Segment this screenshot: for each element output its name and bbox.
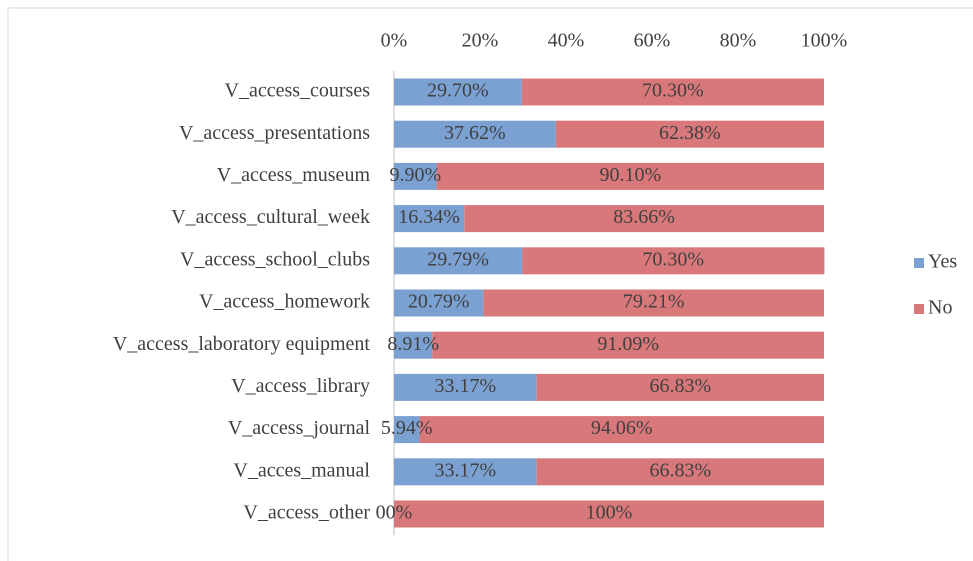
bar-segment xyxy=(432,331,824,359)
y-tick-label: V_access_other xyxy=(243,502,370,524)
bar-segment xyxy=(536,373,824,401)
data-label: 29.70% xyxy=(427,80,489,102)
legend-label: No xyxy=(928,297,952,319)
data-label: 66.83% xyxy=(649,375,711,397)
data-label: 33.17% xyxy=(434,459,496,481)
legend-swatch xyxy=(914,258,924,268)
data-label: 20.79% xyxy=(408,291,470,313)
data-label: 5.94% xyxy=(381,417,433,439)
bar-segment xyxy=(394,289,484,317)
data-label: 16.34% xyxy=(398,206,460,228)
x-tick-label: 100% xyxy=(801,30,848,52)
x-tick-label: 60% xyxy=(634,30,671,52)
data-label: 79.21% xyxy=(623,291,685,313)
x-tick-label: 80% xyxy=(720,30,757,52)
y-tick-label: V_access_cultural_week xyxy=(171,206,370,228)
bar-segment xyxy=(419,416,824,444)
data-label: 33.17% xyxy=(434,375,496,397)
y-tick-label: V_access_museum xyxy=(217,164,371,186)
data-label: 66.83% xyxy=(649,459,711,481)
data-label: 70.30% xyxy=(642,248,704,270)
y-tick-label: V_access_journal xyxy=(228,417,371,439)
x-tick-label: 20% xyxy=(462,30,499,52)
data-label: 62.38% xyxy=(659,122,721,144)
data-label: 100% xyxy=(586,502,633,524)
bar-segment xyxy=(394,416,420,444)
bar-segment xyxy=(521,78,824,106)
data-label: 29.79% xyxy=(427,248,489,270)
y-tick-label: V_access_presentations xyxy=(179,122,370,144)
data-label: 91.09% xyxy=(597,333,659,355)
bar-segment xyxy=(483,289,824,317)
bar-segment xyxy=(394,373,537,401)
bar-segment xyxy=(394,205,465,233)
bar-segment xyxy=(394,78,522,106)
data-label: 90.10% xyxy=(599,164,661,186)
data-label: 83.66% xyxy=(613,206,675,228)
data-label: 37.62% xyxy=(444,122,506,144)
bar-segment xyxy=(555,120,824,148)
data-label: 00% xyxy=(376,502,413,524)
bar-segment xyxy=(394,247,523,275)
x-tick-label: 40% xyxy=(548,30,585,52)
y-tick-label: V_access_homework xyxy=(199,291,370,313)
y-tick-label: V_access_school_clubs xyxy=(180,248,370,270)
bar-segment xyxy=(394,458,537,486)
bar-segment xyxy=(522,247,825,275)
legend-label: Yes xyxy=(928,251,957,273)
y-tick-label: V_acces_manual xyxy=(233,459,370,481)
bar-segment xyxy=(464,205,824,233)
y-tick-label: V_access_library xyxy=(231,375,370,397)
y-tick-label: V_access_courses xyxy=(225,80,371,102)
bar-segment xyxy=(436,162,824,190)
x-tick-label: 0% xyxy=(381,30,408,52)
bar-segment xyxy=(536,458,824,486)
data-label: 70.30% xyxy=(642,80,704,102)
legend-swatch xyxy=(914,304,924,314)
data-label: 8.91% xyxy=(387,333,439,355)
data-label: 9.90% xyxy=(389,164,441,186)
bar-segment xyxy=(394,331,433,359)
y-tick-label: V_access_laboratory equipment xyxy=(113,333,371,355)
data-label: 94.06% xyxy=(591,417,653,439)
bar-segment xyxy=(394,120,556,148)
bar-segment xyxy=(394,500,824,528)
bar-segment xyxy=(394,162,437,190)
